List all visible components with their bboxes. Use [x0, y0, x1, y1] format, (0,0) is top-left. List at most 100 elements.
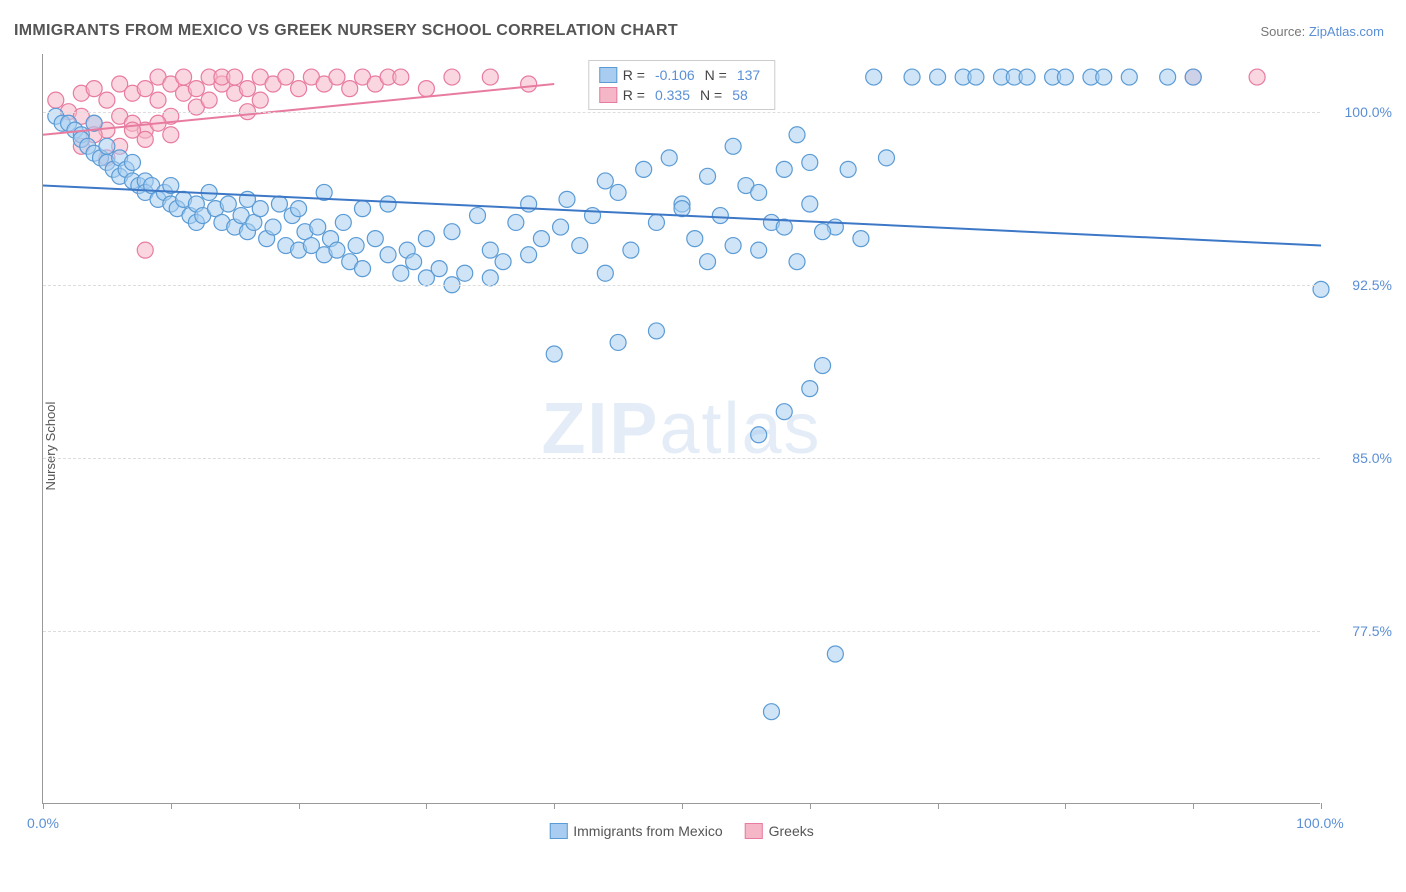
data-point — [815, 224, 831, 240]
correlation-chart: IMMIGRANTS FROM MEXICO VS GREEK NURSERY … — [0, 0, 1406, 892]
x-tick — [938, 803, 939, 809]
x-tick — [554, 803, 555, 809]
data-point — [482, 242, 498, 258]
data-point — [700, 168, 716, 184]
data-point — [1096, 69, 1112, 85]
data-point — [348, 238, 364, 254]
data-point — [802, 154, 818, 170]
data-point — [418, 81, 434, 97]
source-attribution: Source: ZipAtlas.com — [1260, 24, 1384, 39]
data-point — [418, 231, 434, 247]
series1-n-value: 137 — [733, 67, 764, 83]
data-point — [751, 242, 767, 258]
data-point — [789, 127, 805, 143]
data-point — [815, 358, 831, 374]
data-point — [508, 214, 524, 230]
n-label: N = — [700, 87, 722, 103]
series2-n-value: 58 — [728, 87, 752, 103]
data-point — [553, 219, 569, 235]
data-point — [904, 69, 920, 85]
data-point — [252, 201, 268, 217]
y-tick-label: 100.0% — [1345, 104, 1392, 120]
data-point — [725, 138, 741, 154]
data-point — [252, 92, 268, 108]
legend-swatch-series2 — [599, 87, 617, 103]
data-point — [150, 92, 166, 108]
data-point — [610, 184, 626, 200]
data-point — [220, 196, 236, 212]
data-point — [968, 69, 984, 85]
data-point — [1121, 69, 1137, 85]
grid-line — [43, 285, 1320, 286]
data-point — [355, 261, 371, 277]
data-point — [597, 173, 613, 189]
plot-area: ZIPatlas R = -0.106 N = 137 R = 0.335 N … — [42, 54, 1320, 804]
x-axis-min-label: 0.0% — [27, 815, 59, 831]
data-point — [751, 427, 767, 443]
x-tick — [810, 803, 811, 809]
y-tick-label: 77.5% — [1352, 623, 1392, 639]
x-tick — [1321, 803, 1322, 809]
data-point — [271, 196, 287, 212]
data-point — [137, 242, 153, 258]
data-point — [310, 219, 326, 235]
data-point — [329, 69, 345, 85]
data-point — [48, 92, 64, 108]
data-point — [380, 247, 396, 263]
data-point — [751, 184, 767, 200]
x-tick — [1065, 803, 1066, 809]
data-point — [1057, 69, 1073, 85]
data-point — [124, 154, 140, 170]
data-point — [227, 69, 243, 85]
data-point — [335, 214, 351, 230]
data-point — [700, 254, 716, 270]
r-label: R = — [623, 67, 645, 83]
data-point — [137, 81, 153, 97]
source-link[interactable]: ZipAtlas.com — [1309, 24, 1384, 39]
x-axis-max-label: 100.0% — [1296, 815, 1343, 831]
data-point — [840, 161, 856, 177]
data-point — [393, 69, 409, 85]
series2-r-value: 0.335 — [651, 87, 694, 103]
data-point — [636, 161, 652, 177]
data-point — [623, 242, 639, 258]
data-point — [763, 704, 779, 720]
data-point — [291, 201, 307, 217]
plot-svg — [43, 54, 1320, 803]
legend-item-series2: Greeks — [745, 823, 814, 839]
x-tick — [426, 803, 427, 809]
data-point — [239, 81, 255, 97]
legend-item-series1: Immigrants from Mexico — [549, 823, 722, 839]
data-point — [265, 219, 281, 235]
legend-row-series1: R = -0.106 N = 137 — [599, 65, 764, 85]
data-point — [597, 265, 613, 281]
data-point — [572, 238, 588, 254]
data-point — [712, 208, 728, 224]
data-point — [470, 208, 486, 224]
data-point — [86, 81, 102, 97]
x-tick — [299, 803, 300, 809]
source-label: Source: — [1260, 24, 1308, 39]
series1-r-value: -0.106 — [651, 67, 699, 83]
data-point — [674, 201, 690, 217]
data-point — [661, 150, 677, 166]
data-point — [1249, 69, 1265, 85]
x-tick — [682, 803, 683, 809]
legend-swatch-series1 — [599, 67, 617, 83]
data-point — [687, 231, 703, 247]
data-point — [176, 69, 192, 85]
data-point — [776, 161, 792, 177]
data-point — [866, 69, 882, 85]
y-tick-label: 92.5% — [1352, 277, 1392, 293]
data-point — [431, 261, 447, 277]
data-point — [853, 231, 869, 247]
data-point — [278, 69, 294, 85]
grid-line — [43, 458, 1320, 459]
data-point — [789, 254, 805, 270]
x-tick — [171, 803, 172, 809]
data-point — [1019, 69, 1035, 85]
legend-swatch-series1 — [549, 823, 567, 839]
stats-legend: R = -0.106 N = 137 R = 0.335 N = 58 — [588, 60, 775, 110]
data-point — [521, 76, 537, 92]
data-point — [163, 127, 179, 143]
